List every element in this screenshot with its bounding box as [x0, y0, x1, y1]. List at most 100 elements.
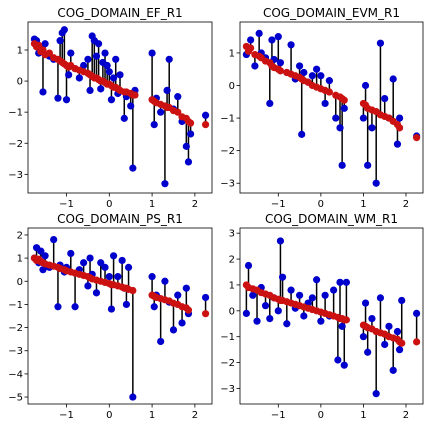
predicted-point	[187, 119, 195, 127]
x-tick-label: 1	[149, 410, 155, 421]
y-tick-label: 1	[229, 48, 235, 59]
observed-point	[169, 326, 178, 334]
observed-point	[317, 72, 325, 80]
y-tick-label: −3	[8, 346, 23, 357]
observed-point	[278, 273, 287, 281]
observed-point	[364, 348, 372, 356]
observed-point	[359, 114, 368, 122]
x-tick-label: 2	[403, 410, 409, 421]
y-tick-label: 1	[17, 254, 23, 265]
observed-point	[385, 322, 393, 330]
predicted-point	[413, 338, 421, 346]
observed-point	[56, 37, 64, 45]
observed-point	[295, 62, 304, 70]
observed-point	[101, 49, 109, 57]
y-tick-label: 3	[229, 229, 235, 240]
observed-point	[60, 26, 68, 34]
observed-point	[321, 99, 329, 108]
observed-point	[253, 317, 261, 325]
observed-point	[381, 94, 389, 103]
observed-point	[393, 327, 402, 336]
observed-point	[148, 49, 156, 57]
observed-point	[150, 303, 158, 311]
observed-point	[41, 40, 49, 48]
observed-point	[174, 93, 182, 101]
observed-point	[80, 259, 88, 267]
subplot-2: COG_DOMAIN_EVM_R1 −1 0 1 2 1 0 −1 −2 −3	[220, 6, 424, 210]
y-tick-label: −4	[8, 369, 23, 380]
x-tick-label: −1	[271, 410, 286, 421]
predicted-point	[276, 67, 285, 75]
observed-point	[261, 302, 270, 310]
observed-point	[84, 282, 92, 290]
observed-point	[361, 299, 370, 307]
observed-point	[336, 124, 344, 132]
observed-point	[336, 278, 344, 286]
subplot-title: COG_DOMAIN_EVM_R1	[263, 6, 400, 20]
observed-point	[161, 180, 169, 188]
x-tick-label: −1	[59, 410, 74, 421]
observed-point	[308, 72, 316, 80]
y-tick-label: −1	[220, 114, 235, 125]
observed-point	[313, 276, 321, 284]
observed-point	[178, 319, 186, 327]
observed-point	[148, 273, 156, 281]
observed-point	[368, 314, 376, 323]
predicted-point	[395, 124, 404, 132]
predicted-point	[184, 306, 193, 314]
y-tick-label: −1	[8, 300, 23, 311]
observed-point	[75, 74, 83, 82]
predicted-point	[247, 44, 255, 52]
observed-point	[92, 289, 101, 297]
observed-point	[287, 41, 295, 49]
observed-point	[298, 130, 306, 138]
observed-point	[39, 88, 47, 96]
observed-point	[116, 71, 124, 79]
observed-point	[124, 263, 133, 271]
predicted-point	[342, 316, 350, 324]
y-tick-label: −5	[8, 393, 23, 404]
subplot-1: COG_DOMAIN_EF_R1 −1 0 1 2 1 0 −1 −2 −3	[8, 6, 213, 210]
observed-point	[340, 104, 348, 112]
x-tick-label: 0	[106, 199, 112, 210]
observed-point	[103, 61, 111, 70]
observed-point	[50, 235, 58, 244]
observed-point	[338, 322, 346, 330]
observed-point	[368, 124, 376, 132]
observed-point	[395, 114, 404, 122]
observed-point	[376, 39, 385, 47]
observed-point	[287, 286, 295, 294]
y-tick-label: 1	[17, 45, 23, 56]
x-tick-label: 0	[106, 410, 112, 421]
observed-point	[109, 252, 118, 260]
observed-point	[300, 68, 308, 77]
observed-point	[247, 36, 255, 44]
observed-point	[266, 314, 274, 323]
observed-point	[54, 94, 62, 102]
y-tick-label: 0	[17, 77, 23, 88]
observed-point	[300, 312, 308, 320]
observed-point	[283, 320, 291, 328]
observed-point	[389, 75, 397, 83]
observed-point	[251, 62, 259, 70]
predicted-point	[340, 96, 348, 104]
observed-point	[80, 61, 88, 70]
y-tick-label: −2	[8, 323, 23, 334]
observed-point	[122, 300, 131, 309]
observed-point	[182, 142, 190, 150]
observed-point	[157, 108, 165, 116]
y-tick-label: −2	[220, 146, 235, 157]
x-tick-label: 2	[403, 199, 409, 210]
x-tick-label: 1	[360, 410, 366, 421]
x-tick-label: 1	[149, 199, 155, 210]
observed-point	[114, 273, 122, 281]
observed-point	[129, 164, 137, 172]
predicted-point	[201, 310, 210, 318]
observed-point	[398, 296, 406, 305]
y-tick-label: 0	[229, 81, 235, 92]
predicted-point	[413, 134, 421, 142]
axes-frame	[27, 227, 213, 405]
predicted-point	[131, 91, 139, 99]
observed-point	[376, 294, 385, 302]
